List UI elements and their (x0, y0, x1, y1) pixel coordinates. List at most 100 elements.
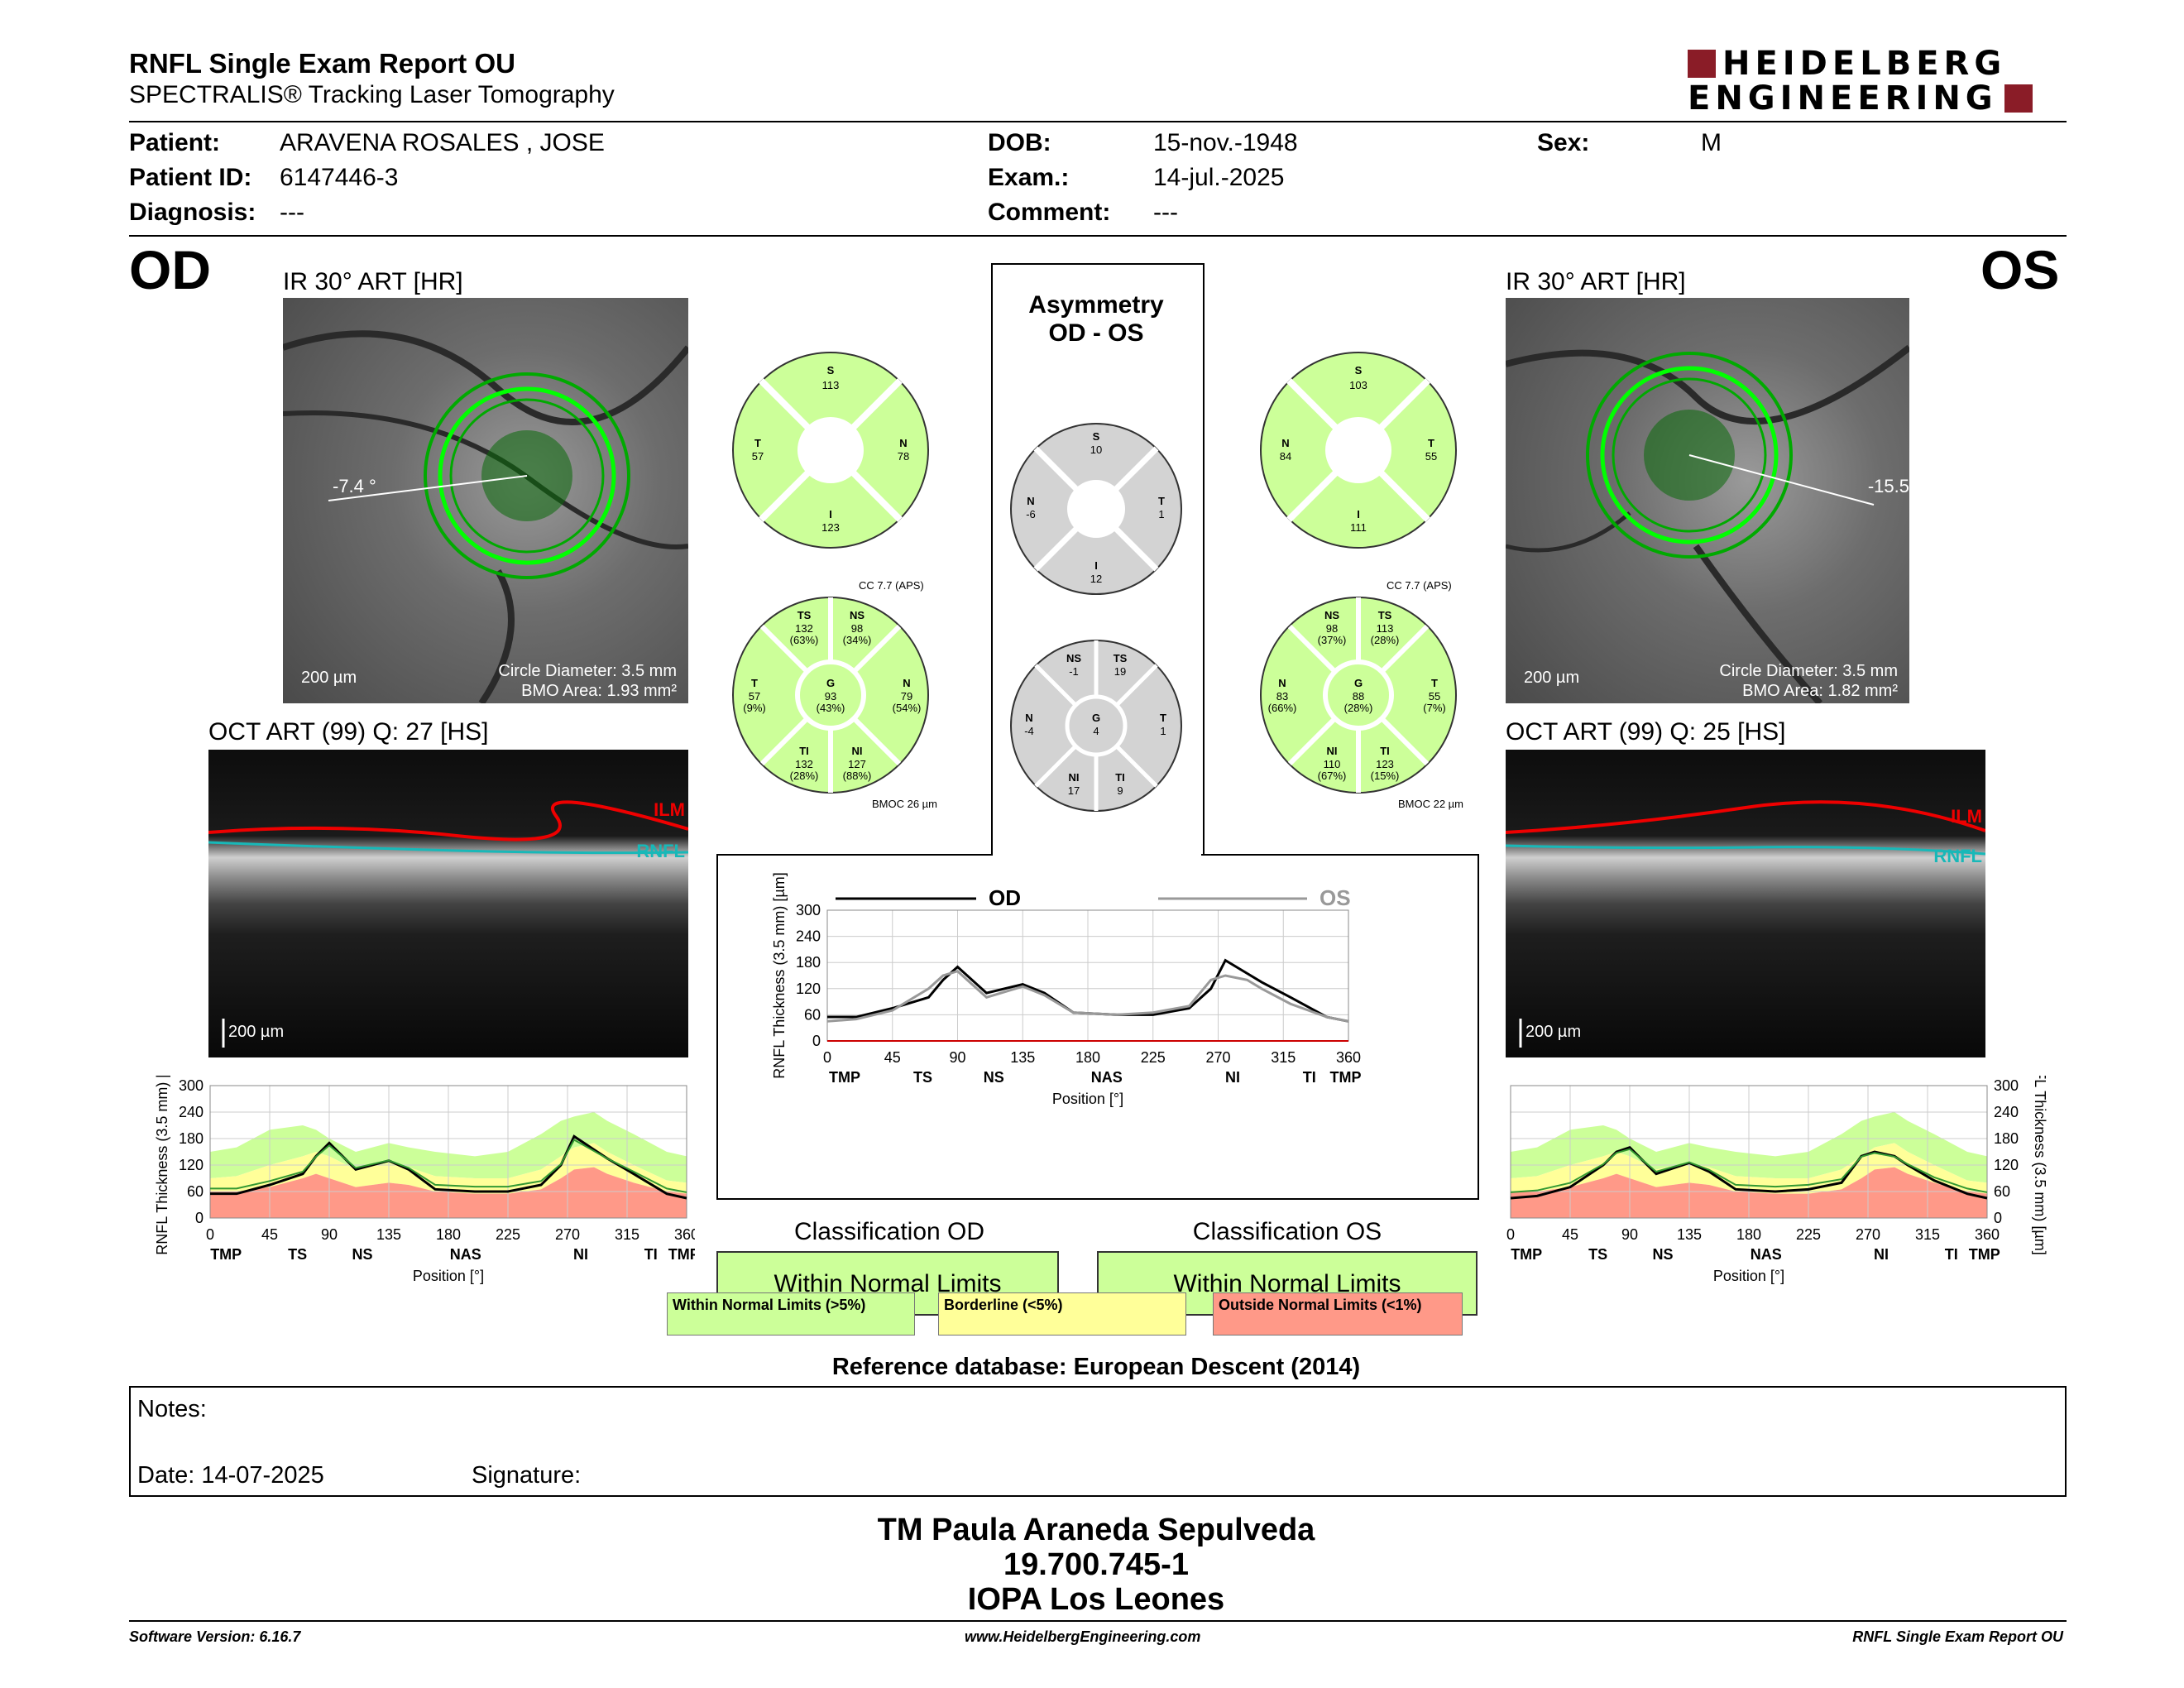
svg-text:17: 17 (1068, 784, 1080, 797)
x-tick-label: 135 (1677, 1226, 1702, 1243)
svg-text:NS: NS (850, 609, 864, 621)
x-tick-label: 45 (884, 1049, 901, 1066)
svg-text:-1: -1 (1069, 665, 1079, 678)
x-tick-label: 45 (261, 1226, 278, 1243)
svg-text:(54%): (54%) (893, 702, 922, 714)
od-rnfl-chart: 0 60 120 180 240 300 0 45 90 135 180 225 270 315 360 TM… (154, 1076, 695, 1284)
sector-label: NI (1225, 1069, 1240, 1086)
svg-text:(67%): (67%) (1318, 770, 1347, 782)
od-ilm-label: ILM (654, 799, 685, 820)
svg-text:(37%): (37%) (1318, 634, 1347, 646)
svg-text:57: 57 (749, 690, 760, 703)
x-tick-label: 315 (1915, 1226, 1940, 1243)
svg-text:(15%): (15%) (1371, 770, 1400, 782)
x-tick-label: 45 (1562, 1226, 1578, 1243)
footer-place: IOPA Los Leones (967, 1582, 1225, 1617)
sector-label: NS (984, 1069, 1004, 1086)
y-tick-label: 180 (796, 954, 821, 971)
x-tick-label: 180 (1736, 1226, 1761, 1243)
svg-text:(66%): (66%) (1268, 702, 1297, 714)
sector-label: TI (644, 1246, 658, 1263)
y-tick-label: 0 (195, 1210, 204, 1226)
sector-label: TS (913, 1069, 932, 1086)
plot-frame (1510, 1085, 1988, 1219)
sector-label: TMP (210, 1246, 242, 1263)
y-tick-label: 60 (804, 1006, 821, 1023)
x-tick-label: 0 (1506, 1226, 1515, 1243)
x-tick-label: 0 (206, 1226, 214, 1243)
x-tick-label: 315 (1271, 1049, 1296, 1066)
patient-name: ARAVENA ROSALES , JOSE (280, 129, 605, 156)
sector-label: TMP (1330, 1069, 1362, 1086)
sector-label: NI (573, 1246, 588, 1263)
asym-q-s: 10 (1090, 444, 1102, 456)
dob-label: DOB: (988, 129, 1051, 156)
svg-text:NS: NS (1324, 609, 1339, 621)
os-bmoc-label: BMOC 22 µm (1398, 798, 1464, 810)
exam-label: Exam.: (988, 164, 1070, 191)
od-q-t: 57 (752, 450, 764, 463)
svg-text:19: 19 (1114, 665, 1126, 678)
os-rnfl-label: RNFL (1933, 846, 1982, 866)
svg-text:TS: TS (797, 609, 812, 621)
x-tick-label: 135 (376, 1226, 401, 1243)
od-q-s-label: S (827, 364, 835, 376)
svg-text:N: N (1278, 677, 1286, 689)
x-axis-label: Position [°] (1713, 1268, 1784, 1284)
svg-text:88: 88 (1353, 690, 1364, 703)
os-ilm-label: ILM (1951, 806, 1982, 827)
report-title: RNFL Single Exam Report OU (129, 48, 515, 79)
os-q-n: 84 (1280, 450, 1291, 463)
svg-text:TI: TI (799, 745, 809, 757)
svg-text:(7%): (7%) (1423, 702, 1445, 714)
asym-q-n: -6 (1026, 508, 1036, 520)
x-tick-label: 270 (1205, 1049, 1230, 1066)
x-tick-label: 315 (615, 1226, 639, 1243)
svg-text:(63%): (63%) (790, 634, 819, 646)
x-tick-label: 225 (1141, 1049, 1166, 1066)
comparison-chart: 0 60 120 180 240 300 0 45 90 135 180 225 270 315 360 TM… (771, 872, 1362, 1107)
sector-label: TMP (1969, 1246, 2000, 1263)
y-tick-label: 60 (1994, 1183, 2010, 1200)
asym-q-t: 1 (1158, 508, 1164, 520)
patient-id: 6147446-3 (280, 164, 399, 191)
svg-text:T: T (1431, 677, 1438, 689)
normative-mean-line (210, 1139, 687, 1193)
series-line-os (826, 970, 1349, 1023)
footer-rut: 19.700.745-1 (1003, 1547, 1189, 1582)
software-version: Software Version: 6.16.7 (129, 1628, 301, 1645)
sex-value: M (1701, 129, 1722, 156)
x-tick-label: 90 (1621, 1226, 1638, 1243)
notes-signature: Signature: (472, 1462, 582, 1489)
x-tick-label: 360 (1975, 1226, 2000, 1243)
svg-text:NI: NI (1327, 745, 1338, 757)
asym-quadrant-wheel: S10 N-6 T1 I12 (1010, 423, 1182, 595)
sector-label: TS (288, 1246, 307, 1263)
svg-text:(43%): (43%) (817, 702, 845, 714)
patient-id-label: Patient ID: (129, 164, 252, 191)
notes-box: Notes: Date: 14-07-2025 Signature: (129, 1386, 2067, 1497)
svg-text:I: I (1094, 559, 1098, 572)
sector-label: NAS (1751, 1246, 1782, 1263)
legend-od-label: OD (989, 885, 1021, 910)
sector-label: TMP (668, 1246, 695, 1263)
od-q-i: 123 (821, 521, 840, 534)
od-q-n-label: N (899, 437, 907, 449)
od-q-t-label: T (754, 437, 761, 449)
od-oct-title: OCT ART (99) Q: 27 [HS] (208, 718, 489, 746)
svg-text:G: G (1354, 677, 1363, 689)
y-tick-label: 240 (1994, 1104, 2019, 1120)
od-ir-title: IR 30° ART [HR] (283, 268, 463, 295)
x-tick-label: 90 (949, 1049, 965, 1066)
asymmetry-title-2: OD - OS (1048, 319, 1144, 347)
website: www.HeidelbergEngineering.com (965, 1628, 1201, 1645)
sector-label: NAS (1091, 1069, 1123, 1086)
report-subtitle: SPECTRALIS® Tracking Laser Tomography (129, 81, 615, 108)
classification-od-title: Classification OD (793, 1218, 985, 1245)
svg-text:N: N (1281, 437, 1289, 449)
notes-date: Date: 14-07-2025 (137, 1462, 324, 1489)
svg-text:98: 98 (851, 622, 863, 635)
svg-text:T: T (751, 677, 758, 689)
svg-text:TS: TS (1114, 652, 1128, 664)
